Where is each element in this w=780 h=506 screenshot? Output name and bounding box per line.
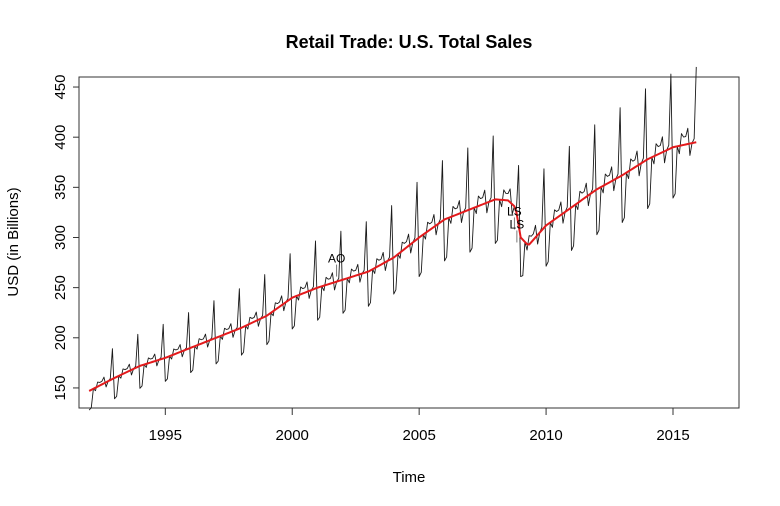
x-tick-label: 2010 [529, 427, 562, 444]
x-axis-label: Time [393, 469, 426, 486]
y-tick-label: 250 [52, 275, 69, 300]
y-axis: 150 200 250 300 350 400 450 [52, 75, 80, 400]
y-tick-label: 400 [52, 125, 69, 150]
x-axis: 1995 2000 2005 2010 2015 [149, 407, 690, 444]
series-raw-line [88, 66, 697, 411]
series-layer [88, 66, 697, 411]
y-tick-label: 350 [52, 175, 69, 200]
x-tick-label: 1995 [149, 427, 182, 444]
series-trend-line [88, 141, 697, 392]
y-tick-label: 450 [52, 75, 69, 100]
annotation-label: LS [510, 217, 525, 231]
y-tick-label: 150 [52, 375, 69, 400]
y-axis-label: USD (in Billions) [5, 187, 22, 296]
chart-title: Retail Trade: U.S. Total Sales [286, 32, 533, 52]
y-tick-label: 300 [52, 225, 69, 250]
x-tick-label: 2000 [276, 427, 309, 444]
annotation-label: LS [507, 204, 522, 218]
plot-frame [78, 76, 740, 409]
x-tick-label: 2015 [656, 427, 689, 444]
y-tick-label: 200 [52, 325, 69, 350]
annotation-label: AO [328, 252, 345, 266]
x-tick-label: 2005 [402, 427, 435, 444]
